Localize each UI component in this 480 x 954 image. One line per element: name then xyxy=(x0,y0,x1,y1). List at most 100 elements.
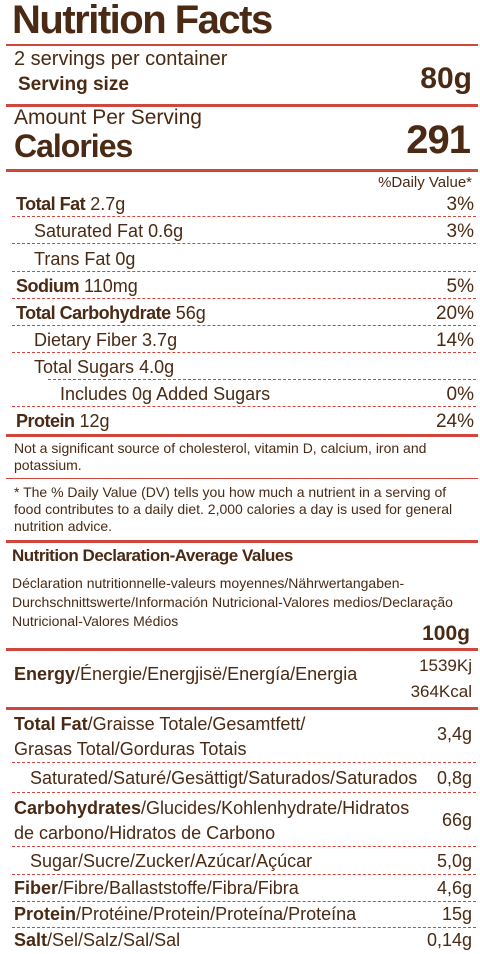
eu-energy-kcal: 364Kcal xyxy=(410,682,472,701)
eu-energy-rest: /Énergie/Energjisë/Energía/Energia xyxy=(75,664,358,684)
row-divider xyxy=(12,216,476,217)
nutrient-name: Total Fat xyxy=(16,194,86,214)
eu-energy-values: 1539Kj 364Kcal xyxy=(411,656,472,702)
nutrient-amount: 2.7g xyxy=(90,194,126,214)
eu-fat-label: Total Fat/Graisse Totale/Gesamtfett/ Gra… xyxy=(14,712,305,762)
eu-salt-value: 0,14g xyxy=(426,930,472,950)
row-sodium: Sodium 110mg 5% xyxy=(0,276,480,298)
nutrient-name: Saturated Fat xyxy=(34,221,144,241)
footnote-divider xyxy=(6,540,478,543)
daily-value: 5% xyxy=(446,276,474,297)
amount-per-serving: Amount Per Serving xyxy=(14,106,202,129)
eu-carb-rest-2: de carbono/Hidratos de Carbono xyxy=(14,823,276,843)
row-divider xyxy=(12,762,476,763)
row-total-sugars: Total Sugars 4.0g xyxy=(0,357,480,378)
eu-energy-bold: Energy xyxy=(14,664,76,684)
eu-protein-value: 15g xyxy=(441,904,472,924)
eu-salt-rest: /Sel/Salz/Sal/Sal xyxy=(47,930,181,950)
row-divider xyxy=(48,379,476,380)
daily-value: 3% xyxy=(446,194,474,215)
row-divider xyxy=(12,846,476,847)
row-protein: Protein 12g 24% xyxy=(0,411,480,433)
serving-size-label: Serving size xyxy=(18,74,129,95)
eu-fiber-bold: Fiber xyxy=(14,878,59,898)
label-title: Nutrition Facts xyxy=(12,0,273,42)
row-dietary-fiber: Dietary Fiber 3.7g 14% xyxy=(0,330,480,352)
nutrient-name: Sodium xyxy=(16,276,80,296)
calories-value: 291 xyxy=(406,118,471,162)
row-added-sugars: Includes 0g Added Sugars 0% xyxy=(0,384,480,406)
eu-carb-value: 66g xyxy=(441,810,472,830)
nutrient-name: Total Sugars xyxy=(34,357,135,377)
nutrient-name: Protein xyxy=(16,411,75,431)
row-divider xyxy=(12,243,476,244)
row-divider xyxy=(12,901,476,902)
row-total-fat: Total Fat 2.7g 3% xyxy=(0,194,480,216)
eu-salt-label: Salt/Sel/Salz/Sal/Sal xyxy=(14,930,180,951)
eu-protein-rest: /Protéine/Protein/Proteína/Proteína xyxy=(76,904,357,924)
row-divider xyxy=(12,874,476,875)
eu-header-divider xyxy=(6,648,478,651)
daily-value-footnote: * The % Daily Value (DV) tells you how m… xyxy=(14,484,453,534)
nutrient-amount: 0.6g xyxy=(148,221,184,241)
not-significant-note: Not a significant source of cholesterol,… xyxy=(14,440,427,473)
eu-saturated-label: Saturated/Saturé/Gesättigt/Saturados/Sat… xyxy=(30,768,418,788)
title-divider xyxy=(6,44,478,46)
nutrient-name: Total Carbohydrate xyxy=(16,303,171,323)
row-divider xyxy=(12,927,476,928)
eu-fat-bold: Total Fat xyxy=(14,714,88,734)
nutrient-amount: 3.7g xyxy=(142,330,178,350)
row-divider xyxy=(12,271,476,272)
eu-fat-value: 3,4g xyxy=(436,724,472,744)
row-divider xyxy=(12,298,476,299)
eu-energy-kj: 1539Kj xyxy=(419,656,472,675)
serving-size-value: 80g xyxy=(420,62,472,95)
energy-divider xyxy=(6,707,478,710)
daily-value: 14% xyxy=(435,330,474,351)
nutrient-amount: 0g xyxy=(115,249,136,269)
eu-protein-label: Protein/Protéine/Protein/Proteína/Proteí… xyxy=(14,904,356,925)
nutrient-amount: 56g xyxy=(175,303,206,323)
eu-fat-rest-2: Grasas Total/Gorduras Totais xyxy=(14,739,247,759)
daily-value-header: %Daily Value* xyxy=(378,174,472,191)
nutrient-amount: 110mg xyxy=(84,276,138,296)
calories-divider xyxy=(6,169,478,172)
nutrient-amount: 12g xyxy=(79,411,110,431)
daily-value: 3% xyxy=(446,221,474,242)
row-saturated-fat: Saturated Fat 0.6g 3% xyxy=(0,221,480,243)
row-total-carbohydrate: Total Carbohydrate 56g 20% xyxy=(0,303,480,325)
nutrient-amount: 4.0g xyxy=(139,357,175,377)
nutrient-name: Includes 0g Added Sugars xyxy=(60,384,271,404)
protein-divider xyxy=(6,434,478,437)
eu-fat-rest-1: /Graisse Totale/Gesamtfett/ xyxy=(87,714,306,734)
eu-title: Nutrition Declaration-Average Values xyxy=(12,546,293,565)
calories-label: Calories xyxy=(14,128,133,164)
eu-carb-label: Carbohydrates/Glucides/Kohlenhydrate/Hid… xyxy=(14,796,409,846)
servings-per-container: 2 servings per container xyxy=(14,48,228,70)
eu-energy-label: Energy/Énergie/Energjisë/Energía/Energia xyxy=(14,664,357,685)
eu-fiber-rest: /Fibre/Ballaststoffe/Fibra/Fibra xyxy=(58,878,299,898)
eu-carb-bold: Carbohydrates xyxy=(14,798,142,818)
nutrient-name: Dietary Fiber xyxy=(34,330,138,350)
row-trans-fat: Trans Fat 0g xyxy=(0,249,480,270)
row-divider xyxy=(12,792,476,793)
eu-protein-bold: Protein xyxy=(14,904,77,924)
eu-sugar-label: Sugar/Sucre/Zucker/Azúcar/Açúcar xyxy=(30,851,313,871)
eu-salt-bold: Salt xyxy=(14,930,48,950)
eu-saturated-value: 0,8g xyxy=(436,768,472,788)
eu-fiber-value: 4,6g xyxy=(436,878,472,898)
eu-subtitle: Déclaration nutritionnelle-valeurs moyen… xyxy=(12,575,453,629)
row-divider xyxy=(12,352,476,353)
daily-value: 20% xyxy=(435,303,474,324)
daily-value: 0% xyxy=(446,384,474,405)
eu-carb-rest-1: /Glucides/Kohlenhydrate/Hidratos xyxy=(141,798,410,818)
note-divider xyxy=(6,478,478,479)
eu-fiber-label: Fiber/Fibre/Ballaststoffe/Fibra/Fibra xyxy=(14,878,299,899)
daily-value: 24% xyxy=(435,411,474,432)
row-divider xyxy=(12,325,476,326)
eu-per-amount: 100g xyxy=(422,622,470,645)
serving-divider xyxy=(6,104,478,107)
eu-sugar-value: 5,0g xyxy=(436,851,472,871)
row-divider xyxy=(12,406,476,407)
